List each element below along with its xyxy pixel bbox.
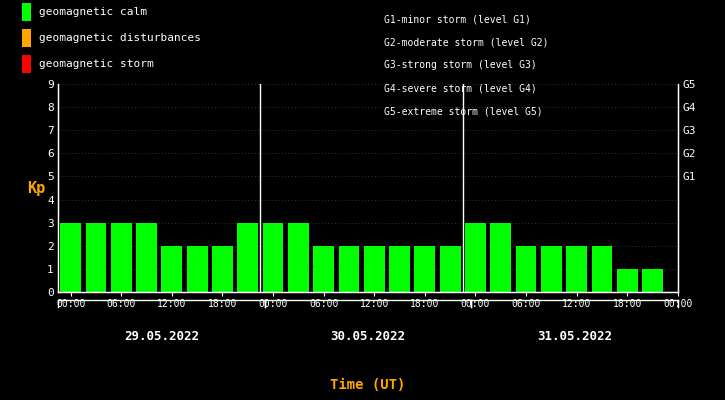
- Text: geomagnetic disturbances: geomagnetic disturbances: [39, 33, 202, 43]
- Bar: [515, 246, 536, 292]
- Text: 29.05.2022: 29.05.2022: [124, 330, 199, 343]
- Bar: [288, 223, 309, 292]
- Text: G5-extreme storm (level G5): G5-extreme storm (level G5): [384, 107, 543, 117]
- Bar: [642, 269, 663, 292]
- Bar: [86, 223, 107, 292]
- Bar: [592, 246, 613, 292]
- Text: G1-minor storm (level G1): G1-minor storm (level G1): [384, 14, 531, 24]
- Bar: [617, 269, 638, 292]
- Bar: [339, 246, 360, 292]
- Text: geomagnetic storm: geomagnetic storm: [39, 59, 154, 69]
- Y-axis label: Kp: Kp: [27, 180, 45, 196]
- Bar: [237, 223, 258, 292]
- Text: 30.05.2022: 30.05.2022: [331, 330, 405, 343]
- Bar: [389, 246, 410, 292]
- Bar: [262, 223, 283, 292]
- Bar: [212, 246, 233, 292]
- Bar: [415, 246, 435, 292]
- Bar: [136, 223, 157, 292]
- Text: Time (UT): Time (UT): [331, 378, 405, 392]
- Bar: [541, 246, 562, 292]
- Text: geomagnetic calm: geomagnetic calm: [39, 7, 147, 17]
- Bar: [440, 246, 460, 292]
- Bar: [187, 246, 207, 292]
- Bar: [111, 223, 132, 292]
- Bar: [465, 223, 486, 292]
- Bar: [490, 223, 511, 292]
- Bar: [162, 246, 182, 292]
- Bar: [566, 246, 587, 292]
- Text: G4-severe storm (level G4): G4-severe storm (level G4): [384, 84, 537, 94]
- Text: G3-strong storm (level G3): G3-strong storm (level G3): [384, 60, 537, 70]
- Text: 31.05.2022: 31.05.2022: [537, 330, 612, 343]
- Bar: [313, 246, 334, 292]
- Bar: [60, 223, 81, 292]
- Text: G2-moderate storm (level G2): G2-moderate storm (level G2): [384, 37, 549, 47]
- Bar: [364, 246, 385, 292]
